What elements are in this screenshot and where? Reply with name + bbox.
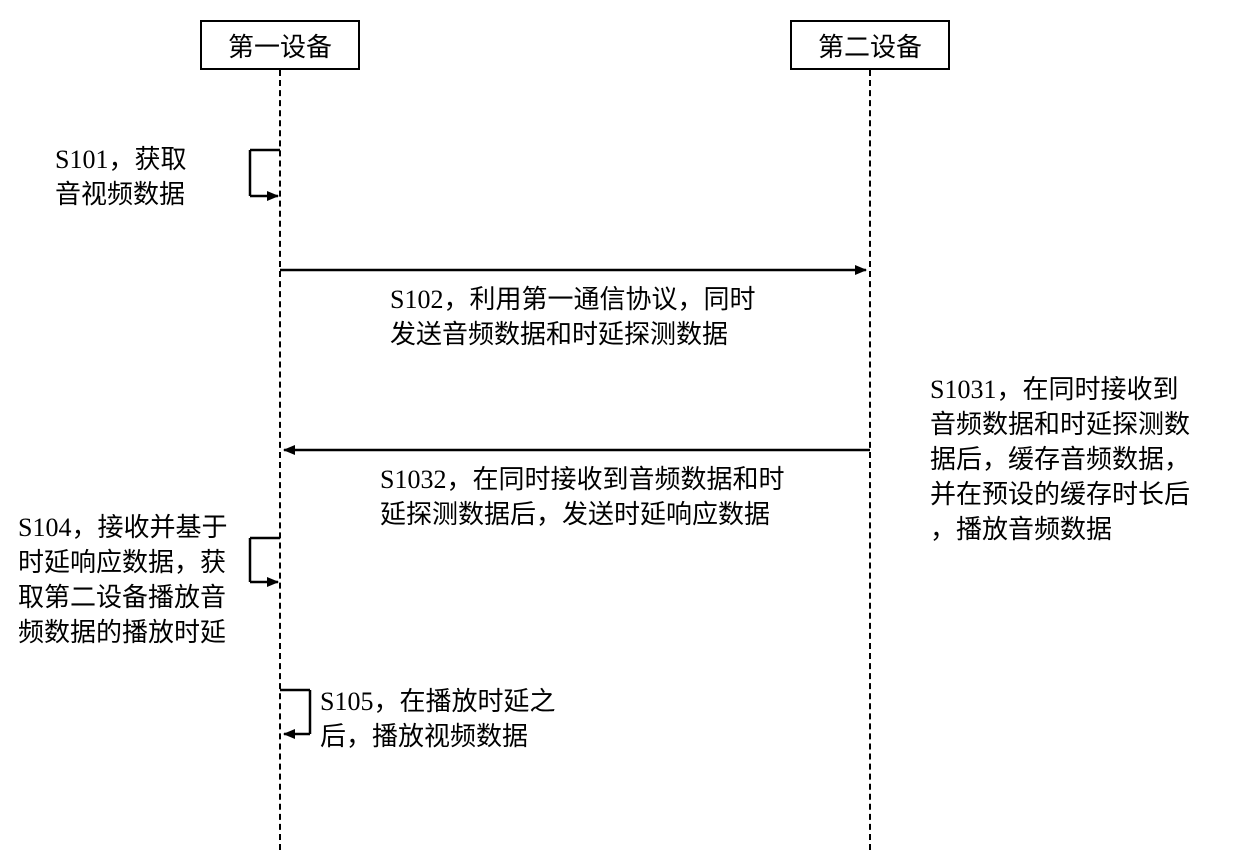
self-call-s101	[250, 150, 280, 196]
self-call-s105	[280, 690, 310, 734]
label-s101: S101，获取 音视频数据	[55, 142, 186, 212]
lifeline-dash-device2	[869, 70, 871, 850]
lifeline-dash-device1	[279, 70, 281, 850]
lifeline-label-device1: 第一设备	[228, 27, 332, 64]
lifeline-box-device1: 第一设备	[200, 20, 360, 70]
label-s102: S102，利用第一通信协议，同时 发送音频数据和时延探测数据	[390, 282, 755, 352]
lifeline-label-device2: 第二设备	[818, 27, 922, 64]
lifeline-box-device2: 第二设备	[790, 20, 950, 70]
label-s105: S105，在播放时延之 后，播放视频数据	[320, 684, 555, 754]
label-s1032: S1032，在同时接收到音频数据和时 延探测数据后，发送时延响应数据	[380, 462, 784, 532]
label-s1031: S1031，在同时接收到 音频数据和时延探测数 据后，缓存音频数据， 并在预设的…	[930, 372, 1190, 547]
self-call-s104	[250, 538, 280, 582]
label-s104: S104，接收并基于 时延响应数据，获 取第二设备播放音 频数据的播放时延	[18, 510, 227, 650]
